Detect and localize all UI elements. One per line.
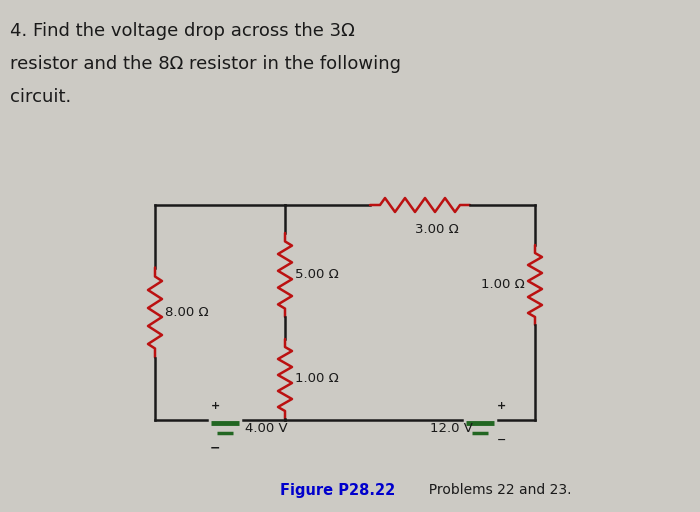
Text: Problems 22 and 23.: Problems 22 and 23. — [420, 483, 571, 497]
Text: −: − — [210, 441, 220, 455]
Text: +: + — [211, 401, 220, 411]
Text: 3.00 Ω: 3.00 Ω — [415, 223, 458, 236]
Text: 1.00 Ω: 1.00 Ω — [482, 279, 525, 291]
Text: 4. Find the voltage drop across the 3Ω: 4. Find the voltage drop across the 3Ω — [10, 22, 355, 40]
Text: resistor and the 8Ω resistor in the following: resistor and the 8Ω resistor in the foll… — [10, 55, 401, 73]
Text: 8.00 Ω: 8.00 Ω — [165, 306, 209, 319]
Text: 1.00 Ω: 1.00 Ω — [295, 373, 339, 386]
Text: 5.00 Ω: 5.00 Ω — [295, 268, 339, 282]
Text: 4.00 V: 4.00 V — [245, 421, 288, 435]
Text: Figure P28.22: Figure P28.22 — [280, 482, 395, 498]
Text: +: + — [498, 401, 507, 411]
Text: circuit.: circuit. — [10, 88, 71, 106]
Text: 12.0 V: 12.0 V — [430, 421, 473, 435]
Text: −: − — [497, 435, 507, 445]
